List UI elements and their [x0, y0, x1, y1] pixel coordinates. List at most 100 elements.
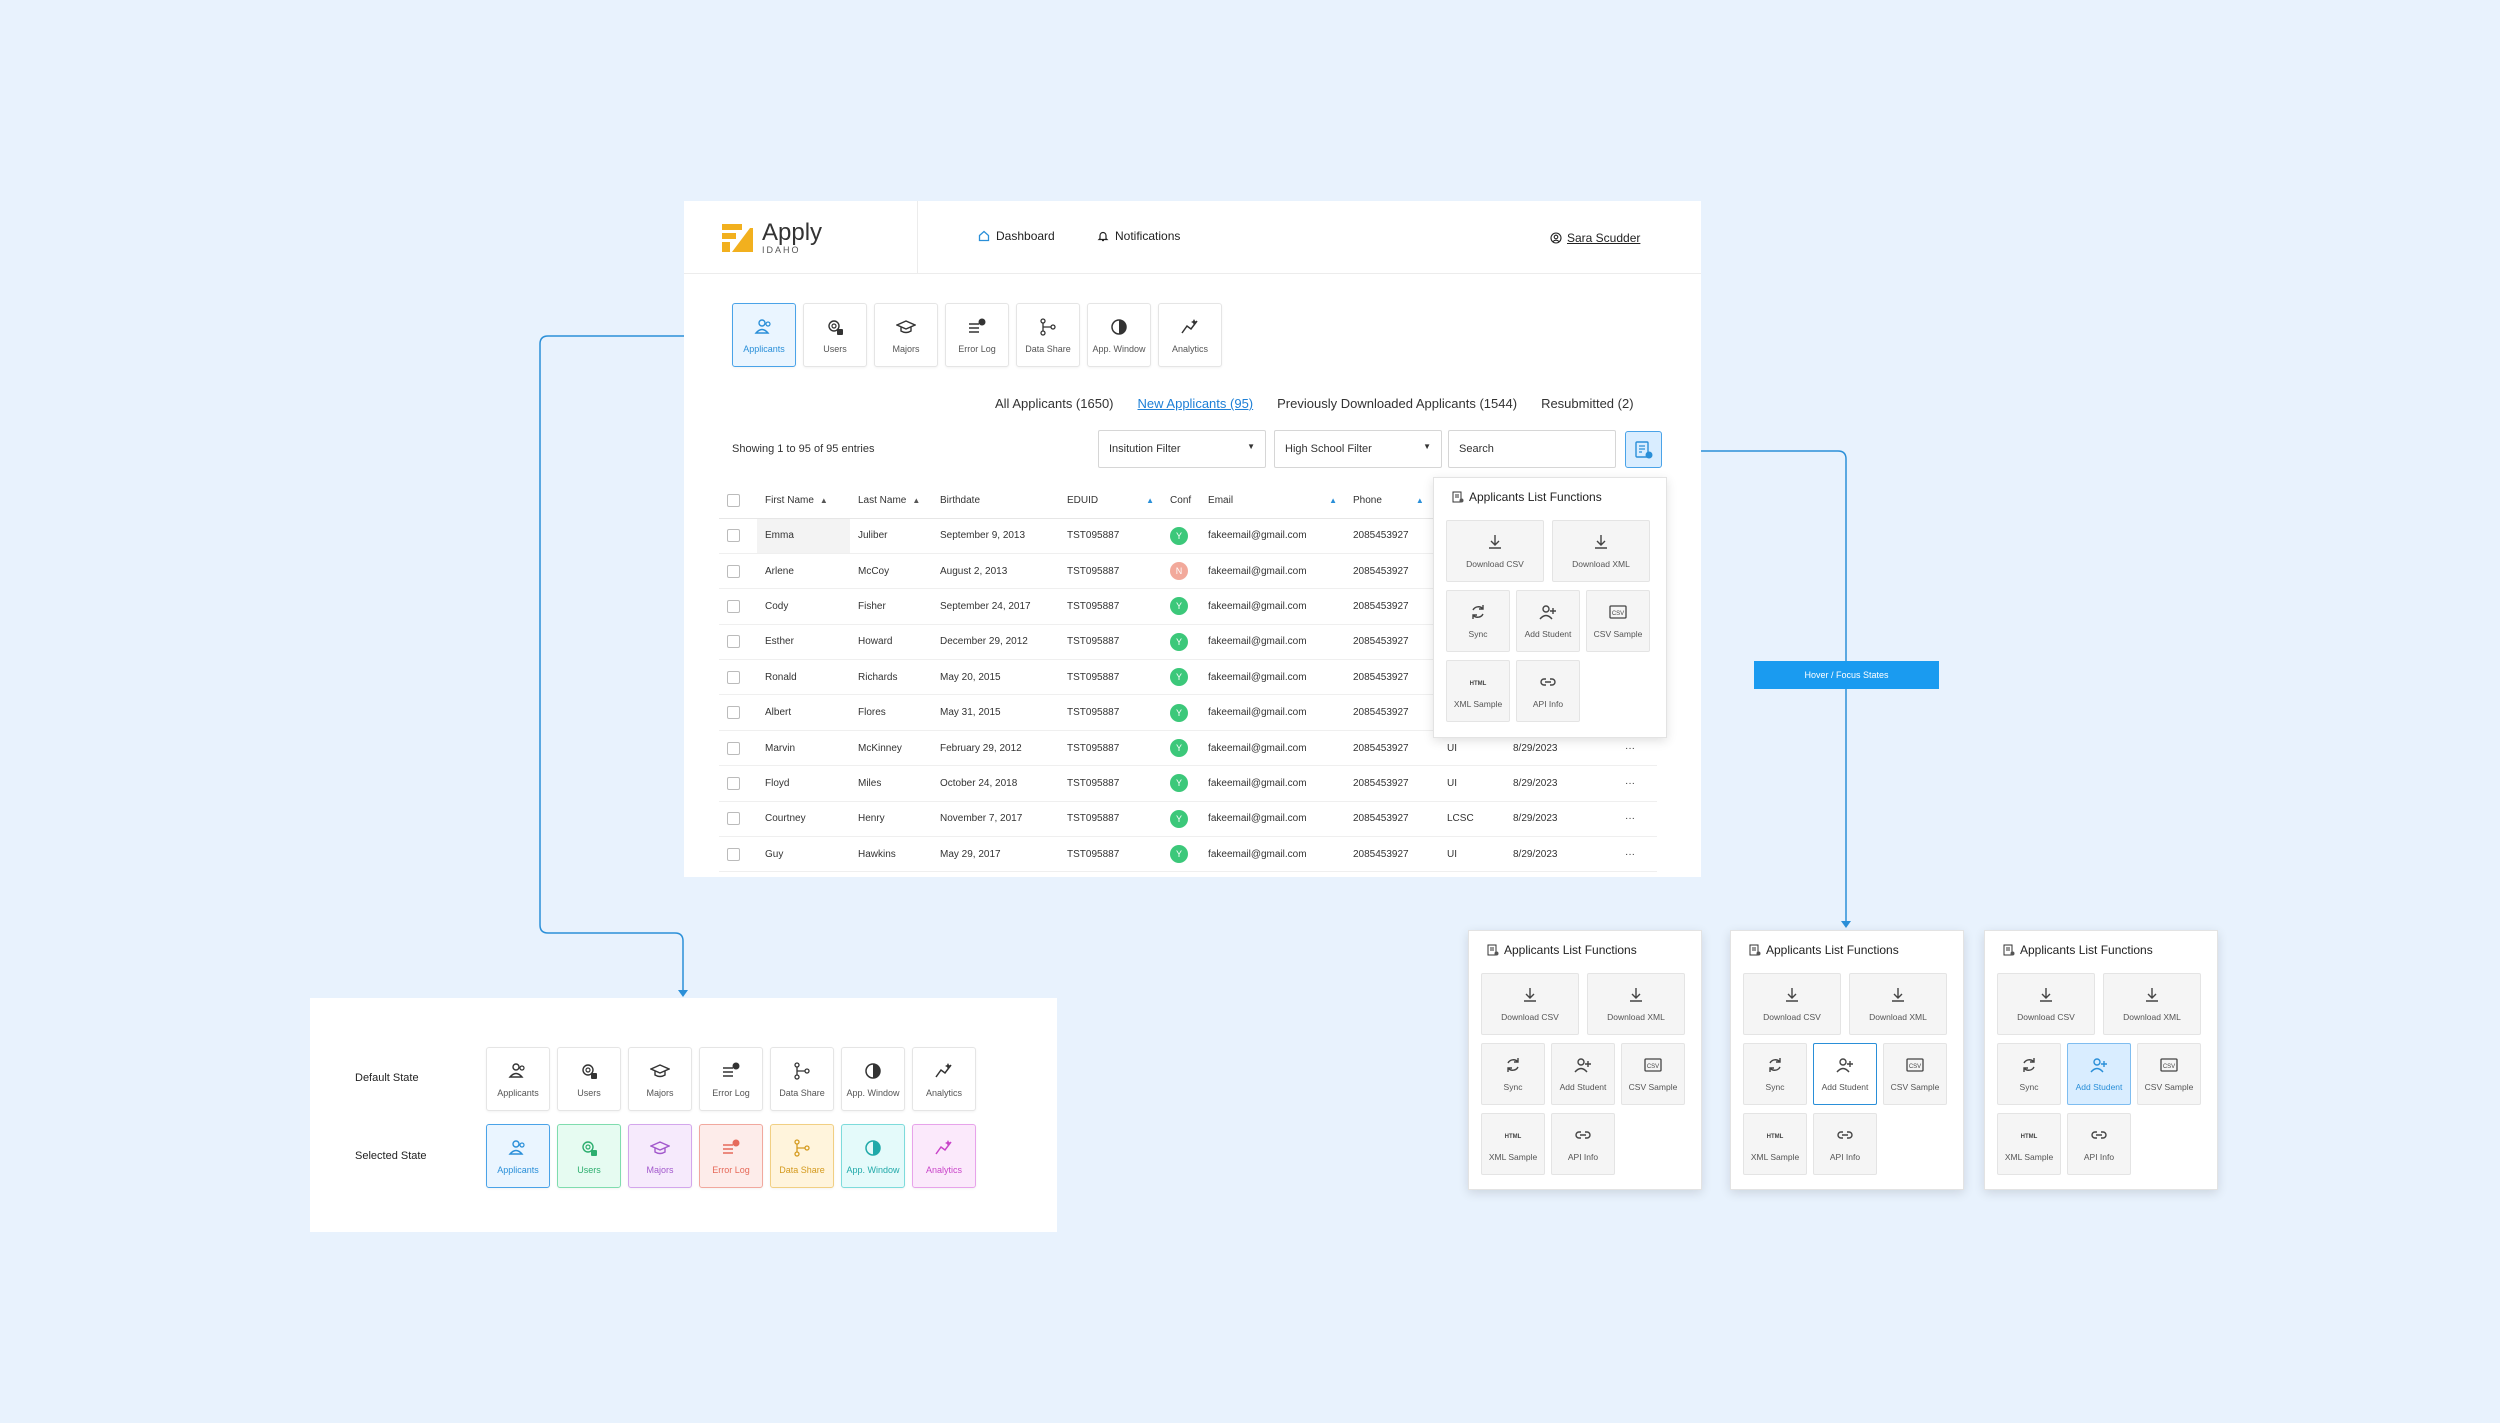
list-functions-button[interactable] — [1625, 431, 1662, 468]
tab-previously-downloaded[interactable]: Previously Downloaded Applicants (1544) — [1277, 396, 1518, 411]
row-checkbox[interactable] — [727, 670, 740, 684]
add-student-button[interactable]: Add Student — [1516, 590, 1580, 652]
tile-app-window-selected[interactable]: App. Window — [841, 1124, 905, 1188]
row-checkbox[interactable] — [727, 706, 740, 720]
xml-sample-button[interactable]: HTML XML Sample — [1997, 1113, 2061, 1175]
institution-filter[interactable]: Insitution Filter ▼ — [1098, 430, 1266, 468]
row-checkbox[interactable] — [719, 659, 757, 696]
tile-data-share-selected[interactable]: Data Share — [770, 1124, 834, 1188]
tile-applicants-default[interactable]: Applicants — [486, 1047, 550, 1111]
first-name-cell: Arlene — [757, 553, 850, 590]
xml-sample-button[interactable]: HTML XML Sample — [1446, 660, 1510, 722]
tile-error-log-default[interactable]: Error Log — [699, 1047, 763, 1111]
csv-sample-button[interactable]: CSV CSV Sample — [1621, 1043, 1685, 1105]
download-csv-button[interactable]: Download CSV — [1481, 973, 1579, 1035]
row-checkbox[interactable] — [727, 776, 740, 790]
search-input[interactable]: Search — [1448, 430, 1616, 468]
tab-resubmitted[interactable]: Resubmitted (2) — [1541, 396, 1634, 411]
row-checkbox[interactable] — [719, 624, 757, 661]
row-checkbox[interactable] — [719, 553, 757, 590]
download-csv-button[interactable]: Download CSV — [1997, 973, 2095, 1035]
tile-app-window[interactable]: App. Window — [1087, 303, 1151, 367]
xml-sample-button[interactable]: HTML XML Sample — [1743, 1113, 1807, 1175]
tile-label: Analytics — [1171, 343, 1208, 354]
tile-applicants[interactable]: Applicants — [732, 303, 796, 367]
row-checkbox[interactable] — [719, 588, 757, 625]
tile-data-share[interactable]: Data Share — [1016, 303, 1080, 367]
xml-sample-button[interactable]: HTML XML Sample — [1481, 1113, 1545, 1175]
api-info-button[interactable]: API Info — [1516, 660, 1580, 722]
col-first-name[interactable]: First Name ▲ — [757, 484, 850, 519]
row-checkbox[interactable] — [719, 518, 757, 554]
row-checkbox[interactable] — [719, 801, 757, 838]
add-student-button[interactable]: Add Student — [1813, 1043, 1877, 1105]
csv-sample-button[interactable]: CSV CSV Sample — [2137, 1043, 2201, 1105]
sync-button[interactable]: Sync — [1446, 590, 1510, 652]
download-xml-button[interactable]: Download XML — [1849, 973, 1947, 1035]
col-phone[interactable]: Phone ▲ — [1344, 484, 1439, 519]
nav-dashboard[interactable]: Dashboard — [978, 229, 1055, 243]
row-checkbox[interactable] — [727, 847, 740, 861]
tile-majors-selected[interactable]: Majors — [628, 1124, 692, 1188]
tile-analytics-selected[interactable]: Analytics — [912, 1124, 976, 1188]
row-checkbox[interactable] — [719, 765, 757, 802]
api-info-button[interactable]: API Info — [1551, 1113, 1615, 1175]
download-csv-button[interactable]: Download CSV — [1446, 520, 1544, 582]
tile-analytics-default[interactable]: Analytics — [912, 1047, 976, 1111]
tile-error-log[interactable]: Error Log — [945, 303, 1009, 367]
row-more-menu[interactable]: ··· — [1616, 801, 1657, 838]
tab-all-applicants[interactable]: All Applicants (1650) — [995, 396, 1114, 411]
popover-header: Applicants List Functions — [2003, 943, 2153, 957]
first-name-cell: Guy — [757, 836, 850, 873]
csv-sample-button[interactable]: CSV CSV Sample — [1883, 1043, 1947, 1105]
row-checkbox[interactable] — [719, 836, 757, 873]
col-email[interactable]: Email ▲ — [1200, 484, 1345, 519]
row-checkbox[interactable] — [727, 599, 740, 613]
tab-new-applicants[interactable]: New Applicants (95) — [1137, 396, 1254, 411]
tile-users[interactable]: Users — [803, 303, 867, 367]
col-birthdate[interactable]: Birthdate — [932, 484, 1059, 519]
row-checkbox[interactable] — [727, 564, 740, 578]
api-info-button[interactable]: API Info — [1813, 1113, 1877, 1175]
csv-sample-button[interactable]: CSV CSV Sample — [1586, 590, 1650, 652]
tile-app-window-default[interactable]: App. Window — [841, 1047, 905, 1111]
add-student-button[interactable]: Add Student — [1551, 1043, 1615, 1105]
api-info-button[interactable]: API Info — [2067, 1113, 2131, 1175]
download-xml-button[interactable]: Download XML — [1587, 973, 1685, 1035]
sync-button[interactable]: Sync — [1997, 1043, 2061, 1105]
download-xml-button[interactable]: Download XML — [2103, 973, 2201, 1035]
col-eduid[interactable]: EDUID ▲ — [1059, 484, 1163, 519]
row-checkbox[interactable] — [719, 730, 757, 767]
tile-majors[interactable]: Majors — [874, 303, 938, 367]
row-checkbox[interactable] — [727, 812, 740, 826]
row-checkbox[interactable] — [727, 741, 740, 755]
tile-error-log-selected[interactable]: Error Log — [699, 1124, 763, 1188]
tile-analytics[interactable]: Analytics — [1158, 303, 1222, 367]
row-checkbox[interactable] — [727, 635, 740, 649]
row-more-menu[interactable]: ··· — [1616, 765, 1657, 802]
row-checkbox[interactable] — [719, 694, 757, 731]
user-menu[interactable]: Sara Scudder — [1550, 231, 1640, 245]
add-student-button[interactable]: Add Student — [2067, 1043, 2131, 1105]
download-csv-button[interactable]: Download CSV — [1743, 973, 1841, 1035]
row-more-menu[interactable]: ··· — [1616, 836, 1657, 873]
col-last-name[interactable]: Last Name ▲ — [850, 484, 932, 519]
tile-majors-default[interactable]: Majors — [628, 1047, 692, 1111]
select-all-checkbox[interactable] — [727, 494, 740, 508]
tile-applicants-selected[interactable]: Applicants — [486, 1124, 550, 1188]
download-xml-button[interactable]: Download XML — [1552, 520, 1650, 582]
sync-button[interactable]: Sync — [1743, 1043, 1807, 1105]
tile-label: Data Share — [779, 1164, 825, 1175]
row-checkbox[interactable] — [727, 529, 740, 543]
apply-idaho-logo[interactable]: Apply IDAHO — [722, 221, 822, 255]
nav-notifications[interactable]: Notifications — [1097, 229, 1180, 243]
tile-data-share-default[interactable]: Data Share — [770, 1047, 834, 1111]
col-conf[interactable]: Conf — [1162, 484, 1201, 519]
high-school-filter[interactable]: High School Filter ▼ — [1274, 430, 1442, 468]
tile-users-default[interactable]: Users — [557, 1047, 621, 1111]
tile-users-selected[interactable]: Users — [557, 1124, 621, 1188]
sync-button[interactable]: Sync — [1481, 1043, 1545, 1105]
